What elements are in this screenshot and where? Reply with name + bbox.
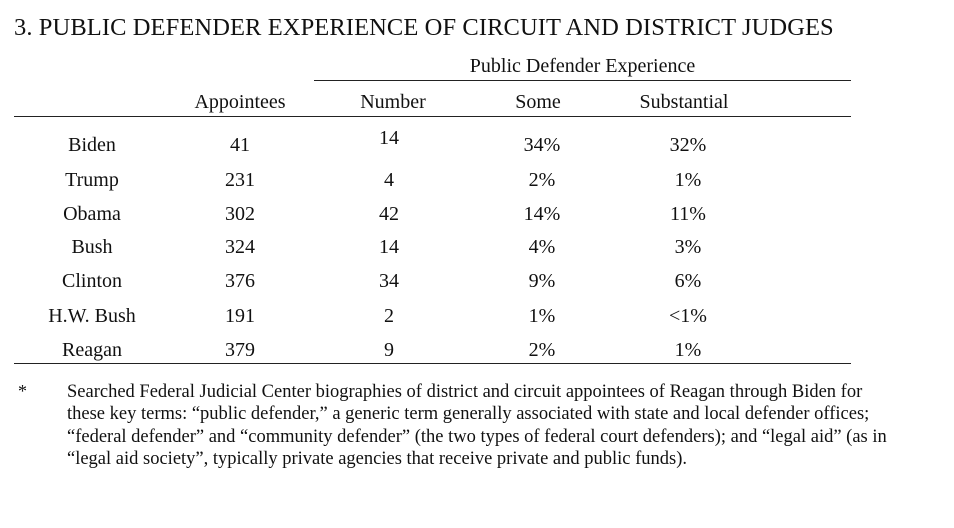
row-president: Trump xyxy=(65,169,119,191)
page-title: 3. PUBLIC DEFENDER EXPERIENCE OF CIRCUIT… xyxy=(14,14,834,41)
row-substantial: 1% xyxy=(674,169,702,191)
row-number: 14 xyxy=(379,236,399,258)
column-header-number: Number xyxy=(360,91,426,113)
row-some: 14% xyxy=(523,203,561,225)
row-president: Obama xyxy=(63,203,121,225)
row-some: 9% xyxy=(528,270,556,292)
row-appointees: 302 xyxy=(225,203,255,225)
row-some: 2% xyxy=(528,339,556,361)
row-appointees: 379 xyxy=(225,339,255,361)
row-number: 42 xyxy=(379,203,399,225)
row-substantial: 3% xyxy=(674,236,702,258)
row-substantial: 32% xyxy=(669,134,707,156)
row-some: 1% xyxy=(528,305,556,327)
row-some: 4% xyxy=(528,236,556,258)
footnote-marker: * xyxy=(18,381,27,401)
row-president: H.W. Bush xyxy=(48,305,136,327)
header-rule xyxy=(14,116,851,117)
row-number: 4 xyxy=(384,169,394,191)
row-appointees: 231 xyxy=(225,169,255,191)
row-president: Bush xyxy=(71,236,113,258)
row-some: 2% xyxy=(528,169,556,191)
row-number: 14 xyxy=(379,127,399,149)
row-president: Reagan xyxy=(62,339,122,361)
footnote-text: Searched Federal Judicial Center biograp… xyxy=(67,382,887,470)
row-substantial: 1% xyxy=(674,339,702,361)
row-number: 9 xyxy=(384,339,394,361)
column-header-some: Some xyxy=(515,91,561,113)
row-substantial: 11% xyxy=(670,203,706,225)
column-header-substantial: Substantial xyxy=(639,91,729,113)
row-president: Biden xyxy=(68,134,116,156)
row-president: Clinton xyxy=(61,270,123,292)
group-header-public-defender-experience: Public Defender Experience xyxy=(469,55,696,77)
row-number: 34 xyxy=(379,270,399,292)
row-some: 34% xyxy=(523,134,561,156)
row-appointees: 324 xyxy=(225,236,255,258)
row-appointees: 41 xyxy=(230,134,250,156)
row-number: 2 xyxy=(384,305,394,327)
row-substantial: 6% xyxy=(674,270,702,292)
table-bottom-rule xyxy=(14,363,851,364)
row-appointees: 376 xyxy=(225,270,255,292)
group-header-rule xyxy=(314,80,851,81)
column-header-appointees: Appointees xyxy=(194,91,286,113)
row-appointees: 191 xyxy=(225,305,255,327)
row-substantial: <1% xyxy=(669,305,707,327)
